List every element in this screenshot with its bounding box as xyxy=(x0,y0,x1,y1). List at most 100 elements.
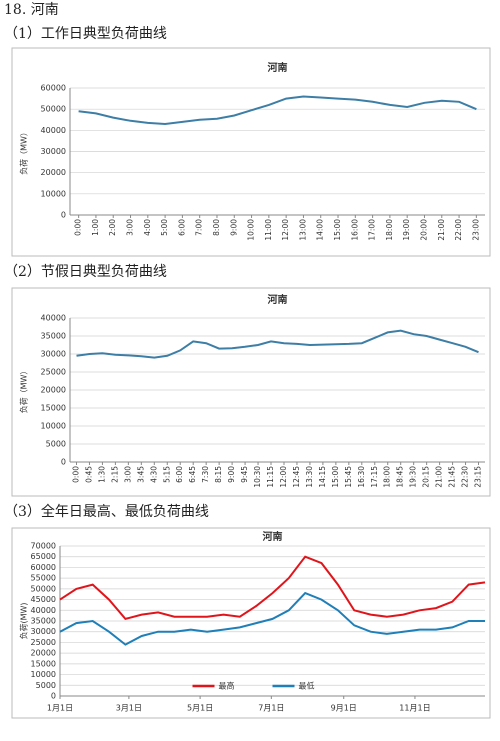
x-tick-label: 11:00 xyxy=(264,219,273,241)
x-tick-label: 20:15 xyxy=(422,466,431,488)
chart-frame xyxy=(11,527,491,719)
x-tick-label: 19:00 xyxy=(402,219,411,241)
x-tick-label: 14:15 xyxy=(318,466,327,488)
y-tick-label: 50000 xyxy=(41,105,66,114)
x-tick-label: 5:00 xyxy=(160,219,169,236)
y-tick-label: 25000 xyxy=(31,638,56,647)
y-tick-label: 0 xyxy=(61,458,66,467)
x-tick-label: 23:15 xyxy=(474,466,483,488)
y-tick-label: 20000 xyxy=(41,168,66,177)
x-tick-label: 15:45 xyxy=(344,466,353,488)
y-tick-label: 5000 xyxy=(46,440,66,449)
x-tick-label: 3:00 xyxy=(123,466,132,483)
x-tick-label: 11:15 xyxy=(266,466,275,488)
y-tick-label: 35000 xyxy=(41,332,66,341)
x-tick-label: 3:45 xyxy=(136,466,145,483)
x-tick-label: 18:00 xyxy=(385,219,394,241)
x-tick-label: 15:00 xyxy=(331,466,340,488)
y-tick-label: 25000 xyxy=(41,368,66,377)
x-tick-label: 18:45 xyxy=(396,466,405,488)
y-axis-label: 负荷（MW） xyxy=(19,128,29,175)
x-tick-label: 8:15 xyxy=(214,466,223,483)
x-tick-label: 16:00 xyxy=(350,219,359,241)
x-tick-label: 9月1日 xyxy=(331,704,357,713)
y-tick-label: 65000 xyxy=(31,552,56,561)
y-tick-label: 55000 xyxy=(31,574,56,583)
x-tick-label: 1:30 xyxy=(97,466,106,483)
x-tick-label: 16:30 xyxy=(357,466,366,488)
y-axis-label: 负荷（MW） xyxy=(19,367,29,414)
x-tick-label: 0:00 xyxy=(71,466,80,483)
x-tick-label: 6:00 xyxy=(177,219,186,236)
x-tick-label: 5月1日 xyxy=(187,704,213,713)
x-tick-label: 22:30 xyxy=(461,466,470,488)
x-tick-label: 17:15 xyxy=(370,466,379,488)
chart-frame xyxy=(11,287,491,497)
y-tick-label: 40000 xyxy=(41,314,66,323)
y-tick-label: 45000 xyxy=(31,595,56,604)
x-tick-label: 7:30 xyxy=(201,466,210,483)
section-title: （3）全年日最高、最低负荷曲线 xyxy=(4,503,209,520)
x-tick-label: 3月1日 xyxy=(116,704,142,713)
x-tick-label: 0:00 xyxy=(74,219,83,236)
x-tick-label: 17:00 xyxy=(368,219,377,241)
chart-frame xyxy=(11,47,491,257)
x-tick-label: 14:00 xyxy=(316,219,325,241)
x-tick-label: 1月1日 xyxy=(47,704,73,713)
x-tick-label: 12:00 xyxy=(281,219,290,241)
x-tick-label: 12:45 xyxy=(292,466,301,488)
line-series xyxy=(76,329,479,359)
x-tick-label: 4:30 xyxy=(149,466,158,483)
x-tick-label: 5:15 xyxy=(162,466,171,483)
y-tick-label: 0 xyxy=(51,692,56,701)
x-tick-label: 21:45 xyxy=(448,466,457,488)
x-tick-label: 13:00 xyxy=(298,219,307,241)
y-tick-label: 10000 xyxy=(31,670,56,679)
x-tick-label: 22:00 xyxy=(454,219,463,241)
x-tick-label: 9:00 xyxy=(229,219,238,236)
x-tick-label: 2:00 xyxy=(108,219,117,236)
y-tick-label: 10000 xyxy=(41,422,66,431)
y-tick-label: 60000 xyxy=(41,84,66,93)
x-tick-label: 7月1日 xyxy=(258,704,284,713)
y-tick-label: 35000 xyxy=(31,617,56,626)
y-tick-label: 15000 xyxy=(31,659,56,668)
y-tick-label: 30000 xyxy=(41,350,66,359)
y-tick-label: 10000 xyxy=(41,189,66,198)
y-tick-label: 30000 xyxy=(31,627,56,636)
x-tick-label: 4:00 xyxy=(143,219,152,236)
x-tick-label: 1:00 xyxy=(91,219,100,236)
x-tick-label: 21:00 xyxy=(437,219,446,241)
x-tick-label: 18:00 xyxy=(383,466,392,488)
x-tick-label: 10:30 xyxy=(253,466,262,488)
x-tick-label: 7:00 xyxy=(195,219,204,236)
x-tick-label: 9:00 xyxy=(227,466,236,483)
chart-title: 河南 xyxy=(268,293,288,306)
legend-label: 最低 xyxy=(299,681,315,691)
y-tick-label: 70000 xyxy=(31,542,56,551)
chart-title: 河南 xyxy=(268,61,288,74)
section-title: （2）节假日典型负荷曲线 xyxy=(4,264,167,280)
x-tick-label: 2:15 xyxy=(110,466,119,483)
x-tick-label: 21:00 xyxy=(435,466,444,488)
x-tick-label: 13:30 xyxy=(305,466,314,488)
y-axis-label: 负荷(MW) xyxy=(19,602,29,639)
heading: 18. 河南 xyxy=(4,2,59,18)
line-series xyxy=(59,555,486,621)
x-tick-label: 19:30 xyxy=(409,466,418,488)
y-tick-label: 50000 xyxy=(31,584,56,593)
y-tick-label: 60000 xyxy=(31,563,56,572)
x-tick-label: 12:00 xyxy=(279,466,288,488)
x-tick-label: 6:45 xyxy=(188,466,197,483)
y-tick-label: 5000 xyxy=(36,681,56,690)
y-tick-label: 20000 xyxy=(41,386,66,395)
x-tick-label: 8:00 xyxy=(212,219,221,236)
y-tick-label: 40000 xyxy=(41,126,66,135)
x-tick-label: 9:45 xyxy=(240,466,249,483)
line-series xyxy=(59,591,485,646)
x-tick-label: 15:00 xyxy=(333,219,342,241)
x-tick-label: 10:00 xyxy=(247,219,256,241)
y-tick-label: 40000 xyxy=(31,606,56,615)
